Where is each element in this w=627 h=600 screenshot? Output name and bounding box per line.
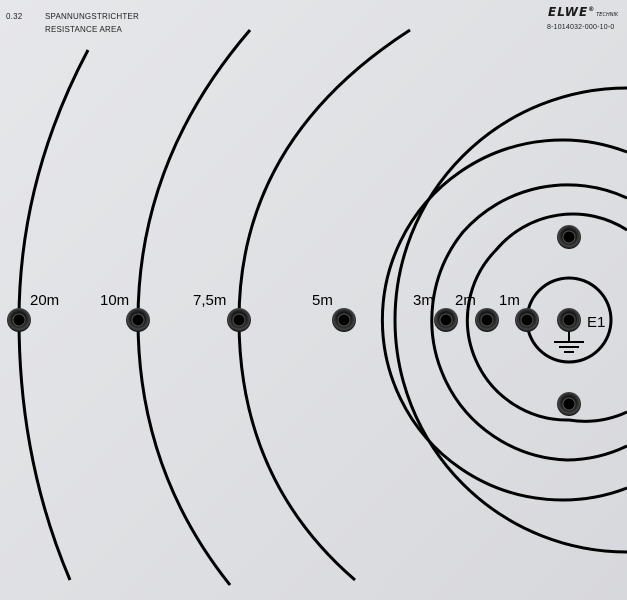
brand-logo: ELWE®TECHNIK: [548, 5, 619, 19]
label-2m: 2m: [455, 292, 476, 309]
label-5m: 5m: [312, 292, 333, 309]
socket-5m[interactable]: [332, 308, 356, 332]
socket-10m[interactable]: [126, 308, 150, 332]
panel-title-de: SPANNUNGSTRICHTER: [45, 12, 139, 21]
socket-2m[interactable]: [475, 308, 499, 332]
socket-3m[interactable]: [434, 308, 458, 332]
socket-7-5m[interactable]: [227, 308, 251, 332]
socket-20m[interactable]: [7, 308, 31, 332]
ground-symbol-icon: [554, 331, 584, 353]
arc-3m: [380, 138, 627, 502]
label-3m: 3m: [413, 292, 434, 309]
arc-2m: [430, 183, 627, 462]
panel-title-en: RESISTANCE AREA: [45, 25, 123, 34]
socket-bottom[interactable]: [557, 392, 581, 416]
socket-1m[interactable]: [515, 308, 539, 332]
arc-5m: [393, 86, 627, 554]
socket-top[interactable]: [557, 225, 581, 249]
label-e1: E1: [587, 314, 605, 331]
label-20m: 20m: [30, 292, 59, 309]
label-1m: 1m: [499, 292, 520, 309]
label-10m: 10m: [100, 292, 129, 309]
socket-e1[interactable]: [557, 308, 581, 332]
label-7-5m: 7,5m: [193, 292, 226, 309]
arc-1m: [465, 212, 627, 423]
part-number: 8-1014032-000-10-0: [547, 24, 615, 31]
panel-code: 0.32: [6, 12, 23, 21]
